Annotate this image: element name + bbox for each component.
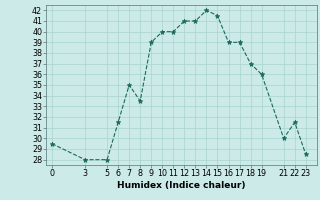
X-axis label: Humidex (Indice chaleur): Humidex (Indice chaleur) <box>117 181 246 190</box>
